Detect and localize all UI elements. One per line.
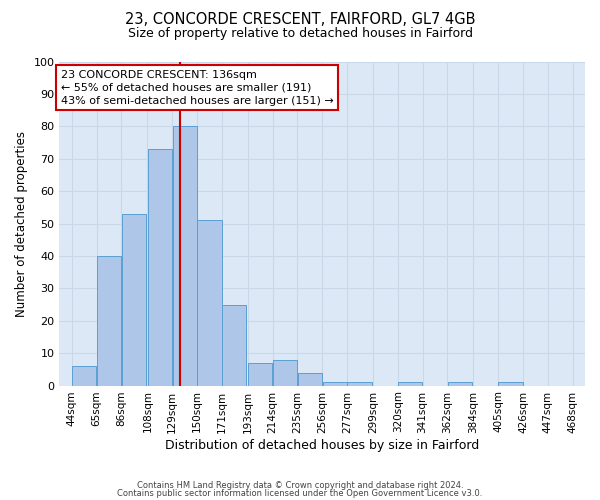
Bar: [148, 149, 172, 386]
Bar: [398, 382, 422, 386]
Bar: [97, 256, 121, 386]
Bar: [122, 214, 146, 386]
Text: 23, CONCORDE CRESCENT, FAIRFORD, GL7 4GB: 23, CONCORDE CRESCENT, FAIRFORD, GL7 4GB: [125, 12, 475, 28]
Bar: [347, 382, 371, 386]
Bar: [499, 382, 523, 386]
Bar: [197, 220, 221, 386]
Bar: [248, 363, 272, 386]
Bar: [323, 382, 347, 386]
Bar: [222, 304, 247, 386]
Text: Size of property relative to detached houses in Fairford: Size of property relative to detached ho…: [128, 28, 473, 40]
Bar: [273, 360, 297, 386]
Bar: [173, 126, 197, 386]
Bar: [298, 372, 322, 386]
Bar: [448, 382, 472, 386]
Y-axis label: Number of detached properties: Number of detached properties: [15, 130, 28, 316]
Bar: [72, 366, 97, 386]
X-axis label: Distribution of detached houses by size in Fairford: Distribution of detached houses by size …: [165, 440, 479, 452]
Text: Contains public sector information licensed under the Open Government Licence v3: Contains public sector information licen…: [118, 489, 482, 498]
Text: 23 CONCORDE CRESCENT: 136sqm
← 55% of detached houses are smaller (191)
43% of s: 23 CONCORDE CRESCENT: 136sqm ← 55% of de…: [61, 70, 334, 106]
Text: Contains HM Land Registry data © Crown copyright and database right 2024.: Contains HM Land Registry data © Crown c…: [137, 481, 463, 490]
